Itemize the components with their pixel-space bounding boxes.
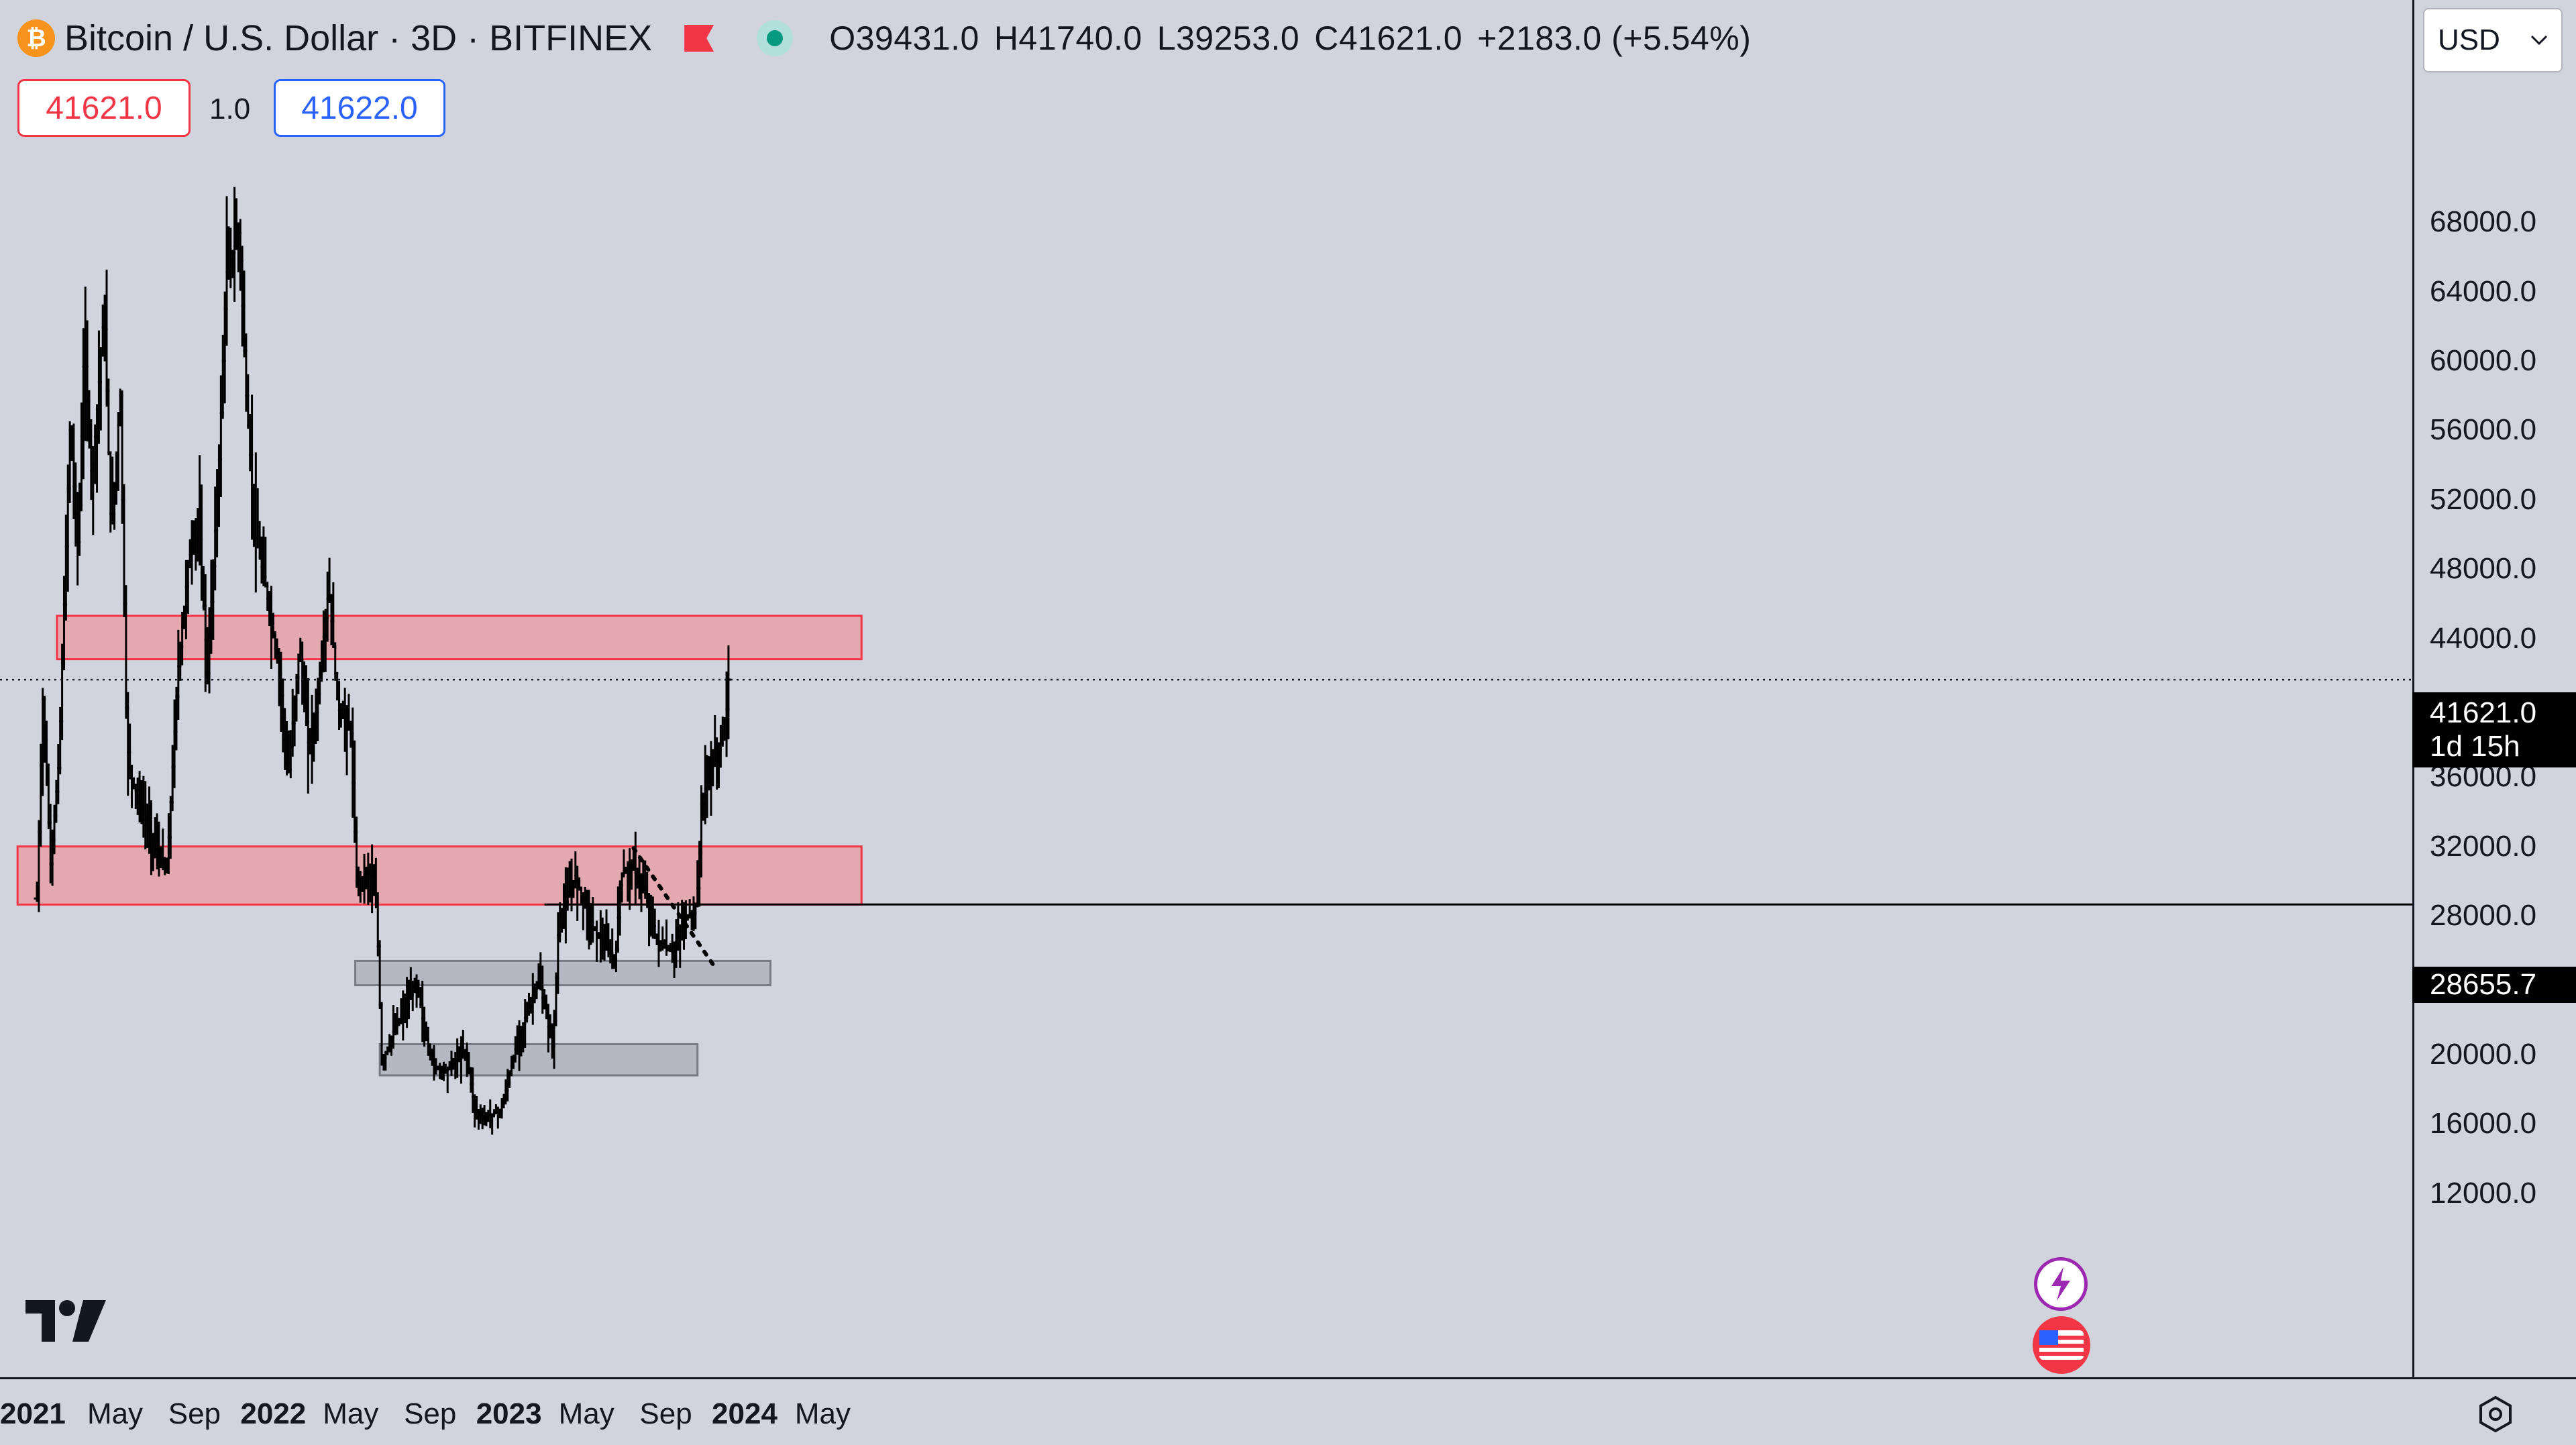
price-axis[interactable] (2412, 0, 2576, 1379)
low-value: L39253.0 (1157, 19, 1300, 57)
settings-icon[interactable] (2477, 1395, 2514, 1436)
y-tick-label: 52000.0 (2430, 482, 2537, 516)
high-value: H41740.0 (994, 19, 1142, 57)
ohlc-values: O39431.0 H41740.0 L39253.0 C41621.0 +2183.0 … (829, 19, 1766, 58)
resistance-zone-1 (16, 845, 863, 906)
close-value: C41621.0 (1314, 19, 1463, 57)
open-value: O39431.0 (829, 19, 979, 57)
x-tick-label: May (323, 1397, 379, 1430)
y-tick-label: 64000.0 (2430, 274, 2537, 308)
y-tick-label: 48000.0 (2430, 552, 2537, 586)
bar-countdown: 1d 15h (2430, 730, 2520, 763)
us-flag-icon[interactable] (2033, 1316, 2090, 1374)
y-tick-label: 12000.0 (2430, 1176, 2537, 1210)
x-tick-label: May (558, 1397, 614, 1430)
x-tick-label: 2023 (476, 1397, 542, 1430)
change-value: +2183.0 (+5.54%) (1477, 19, 1752, 57)
x-tick-label: May (87, 1397, 144, 1430)
flag-icon[interactable] (684, 25, 714, 52)
symbol-title[interactable]: Bitcoin / U.S. Dollar · 3D · BITFINEX (64, 18, 653, 58)
y-tick-label: 32000.0 (2430, 829, 2537, 863)
tradingview-logo[interactable] (24, 1299, 107, 1346)
sell-button[interactable]: 41621.0 (17, 79, 191, 137)
last-price-value: 41621.0 (2430, 696, 2537, 729)
y-tick-label: 28000.0 (2430, 899, 2537, 932)
lightning-icon[interactable] (2034, 1257, 2088, 1311)
x-tick-label: Sep (168, 1397, 221, 1430)
quantity-field[interactable]: 1.0 (209, 93, 251, 125)
x-tick-label: Sep (404, 1397, 457, 1430)
buy-button[interactable]: 41622.0 (274, 79, 445, 137)
market-status-icon (757, 20, 794, 56)
time-axis[interactable] (0, 1377, 2576, 1445)
currency-select[interactable]: USD (2423, 8, 2563, 72)
horizontal-line-price-tag: 28655.7 (2412, 967, 2576, 1003)
x-tick-label: Sep (639, 1397, 692, 1430)
dotted-trendline (631, 846, 715, 967)
x-tick-label: 2024 (712, 1397, 777, 1430)
y-tick-label: 56000.0 (2430, 413, 2537, 447)
x-tick-label: 2022 (240, 1397, 307, 1430)
x-tick-label: May (794, 1397, 851, 1430)
support-zone-2 (354, 959, 772, 987)
y-tick-label: 68000.0 (2430, 205, 2537, 239)
y-tick-label: 20000.0 (2430, 1038, 2537, 1071)
x-tick-label: 2021 (0, 1397, 66, 1430)
ohlc-chart[interactable] (0, 0, 2412, 1379)
chart-plot-area[interactable] (0, 0, 2412, 1379)
y-tick-label: 60000.0 (2430, 344, 2537, 377)
y-tick-label: 44000.0 (2430, 621, 2537, 655)
y-tick-label: 16000.0 (2430, 1107, 2537, 1140)
chevron-down-icon (2530, 35, 2548, 46)
currency-value: USD (2438, 23, 2500, 56)
symbol-header: ₿ Bitcoin / U.S. Dollar · 3D · BITFINEX … (17, 15, 1766, 62)
bitcoin-icon: ₿ (17, 19, 55, 57)
last-price-tag: 41621.0 1d 15h (2412, 692, 2576, 767)
resistance-zone-0 (56, 614, 863, 661)
